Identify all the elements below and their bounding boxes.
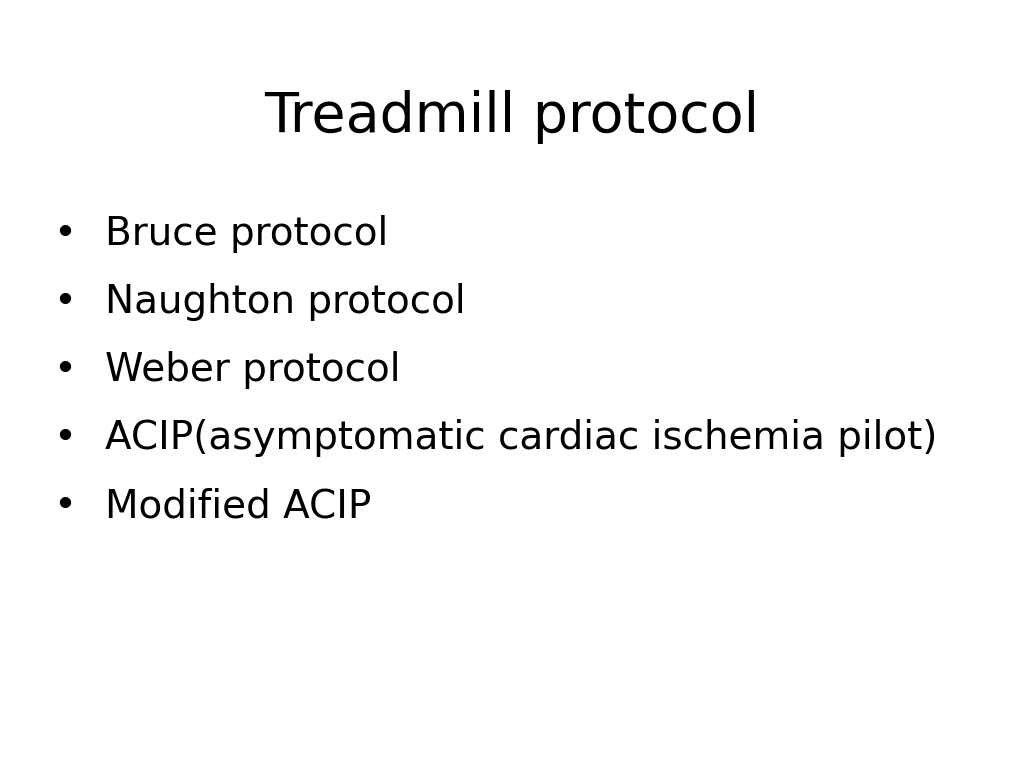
Text: ACIP(asymptomatic cardiac ischemia pilot): ACIP(asymptomatic cardiac ischemia pilot…: [105, 419, 937, 457]
Text: •: •: [53, 351, 77, 389]
Text: Treadmill protocol: Treadmill protocol: [264, 90, 760, 144]
Text: •: •: [53, 215, 77, 253]
Text: •: •: [53, 419, 77, 457]
Text: •: •: [53, 283, 77, 321]
Text: Weber protocol: Weber protocol: [105, 351, 400, 389]
Text: Bruce protocol: Bruce protocol: [105, 215, 388, 253]
Text: Naughton protocol: Naughton protocol: [105, 283, 466, 321]
Text: •: •: [53, 487, 77, 525]
Text: Modified ACIP: Modified ACIP: [105, 487, 372, 525]
